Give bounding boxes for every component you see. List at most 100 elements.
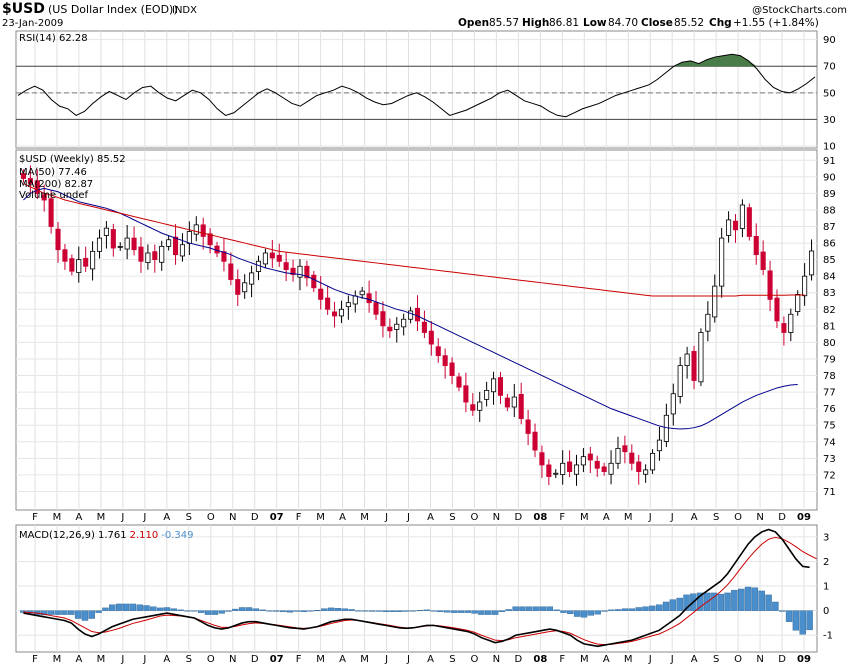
candle-down xyxy=(228,252,234,286)
month-tick-label: 08 xyxy=(533,512,547,523)
macd-line xyxy=(23,528,810,648)
candle-body xyxy=(138,246,144,262)
price-y-tick-label: 81 xyxy=(823,321,836,332)
candle-down xyxy=(594,455,600,477)
macd-histogram-bar xyxy=(74,610,82,619)
candle-down xyxy=(269,239,275,269)
macd-histogram-bar xyxy=(232,608,239,611)
candle-down xyxy=(442,348,448,379)
candle-body xyxy=(48,198,54,227)
candle-body xyxy=(691,350,697,381)
candle-down xyxy=(691,345,697,390)
candle-body xyxy=(117,245,123,248)
candle-up xyxy=(401,313,407,336)
month-tick-label: F xyxy=(559,512,565,523)
macd-histogram-bar xyxy=(779,610,786,612)
candle-body xyxy=(62,249,68,262)
macd-histogram-bar xyxy=(266,610,273,612)
candle-down xyxy=(41,184,47,212)
macd-histogram-bar xyxy=(444,610,451,613)
macd-histogram-bar xyxy=(655,604,663,611)
candle-body xyxy=(511,396,517,408)
candle-up xyxy=(159,240,165,271)
candle-body xyxy=(338,308,344,317)
candle-body xyxy=(684,353,690,367)
macd-histogram-bar xyxy=(61,610,68,615)
month-tick-label: A xyxy=(339,654,346,665)
candle-body xyxy=(650,452,656,471)
macd-histogram-bar xyxy=(635,607,642,611)
candle-body xyxy=(705,313,711,332)
candle-up xyxy=(394,317,400,343)
macd-histogram-bar xyxy=(225,610,232,612)
macd-histogram-bar xyxy=(799,610,806,635)
price-y-tick-label: 87 xyxy=(823,222,836,233)
macd-histogram-bar xyxy=(81,610,89,621)
macd-histogram-bar xyxy=(150,606,157,611)
macd-histogram-bar xyxy=(273,610,280,612)
candle-down xyxy=(636,454,642,485)
month-tick-label: J xyxy=(120,654,124,665)
month-tick-label: D xyxy=(515,512,523,523)
macd-histogram-bar xyxy=(375,610,383,612)
month-tick-label: N xyxy=(229,512,236,523)
candle-body xyxy=(304,265,310,279)
candle-up xyxy=(698,328,704,386)
price-y-tick-label: 78 xyxy=(823,371,836,382)
macd-histogram-bar xyxy=(314,610,321,612)
macd-histogram-bar xyxy=(129,603,136,611)
macd-y-tick-label: -1 xyxy=(823,631,833,642)
candle-up xyxy=(553,469,559,479)
candle-body xyxy=(345,302,351,308)
month-tick-label: A xyxy=(691,512,698,523)
candle-body xyxy=(352,295,358,305)
candle-down xyxy=(760,240,766,276)
month-tick-label: J xyxy=(648,512,652,523)
candle-body xyxy=(739,204,745,229)
candle-down xyxy=(311,271,317,292)
chg-label: Chg xyxy=(709,17,732,29)
month-tick-label: J xyxy=(406,654,410,665)
month-tick-label: M xyxy=(316,512,325,523)
price-y-tick-label: 72 xyxy=(823,470,836,481)
candle-body xyxy=(20,173,26,179)
month-tick-label: 08 xyxy=(533,654,547,665)
macd-legend-text: MACD(12,26,9) 1.761 2.110 -0.349 xyxy=(19,530,193,541)
candle-down xyxy=(421,310,427,339)
candle-down xyxy=(110,223,116,257)
candle-down xyxy=(152,244,158,273)
candle-body xyxy=(90,250,96,270)
candle-body xyxy=(366,293,372,304)
open-value: 85.57 xyxy=(489,17,519,29)
candle-body xyxy=(103,227,109,236)
macd-histogram-bar xyxy=(765,594,772,611)
candle-body xyxy=(622,445,628,453)
candle-body xyxy=(456,376,462,388)
candle-down xyxy=(414,295,421,331)
legend-ma200: MA(200) 82.87 xyxy=(19,179,93,190)
candle-up xyxy=(179,233,185,262)
macd-histogram-bar xyxy=(567,610,574,614)
macd-histogram-bar xyxy=(362,610,369,612)
candle-body xyxy=(193,224,199,235)
month-tick-label: F xyxy=(559,654,565,665)
macd-histogram-bar xyxy=(95,610,102,613)
candle-body xyxy=(608,462,614,475)
candle-body xyxy=(774,297,780,322)
price-y-tick-label: 73 xyxy=(823,454,836,465)
candle-down xyxy=(380,301,386,338)
candle-body xyxy=(781,323,787,333)
candle-up xyxy=(643,464,649,483)
macd-histogram-bar xyxy=(334,608,342,611)
month-tick-label: N xyxy=(756,512,763,523)
month-tick-label: F xyxy=(296,512,302,523)
candle-down xyxy=(746,203,752,241)
candle-down xyxy=(539,445,545,479)
candle-down xyxy=(732,214,739,243)
macd-histogram-bar xyxy=(491,610,499,615)
rsi-overbought-fill xyxy=(18,54,815,67)
month-tick-label: M xyxy=(580,654,589,665)
candle-body xyxy=(228,263,234,280)
candle-body xyxy=(421,321,427,333)
